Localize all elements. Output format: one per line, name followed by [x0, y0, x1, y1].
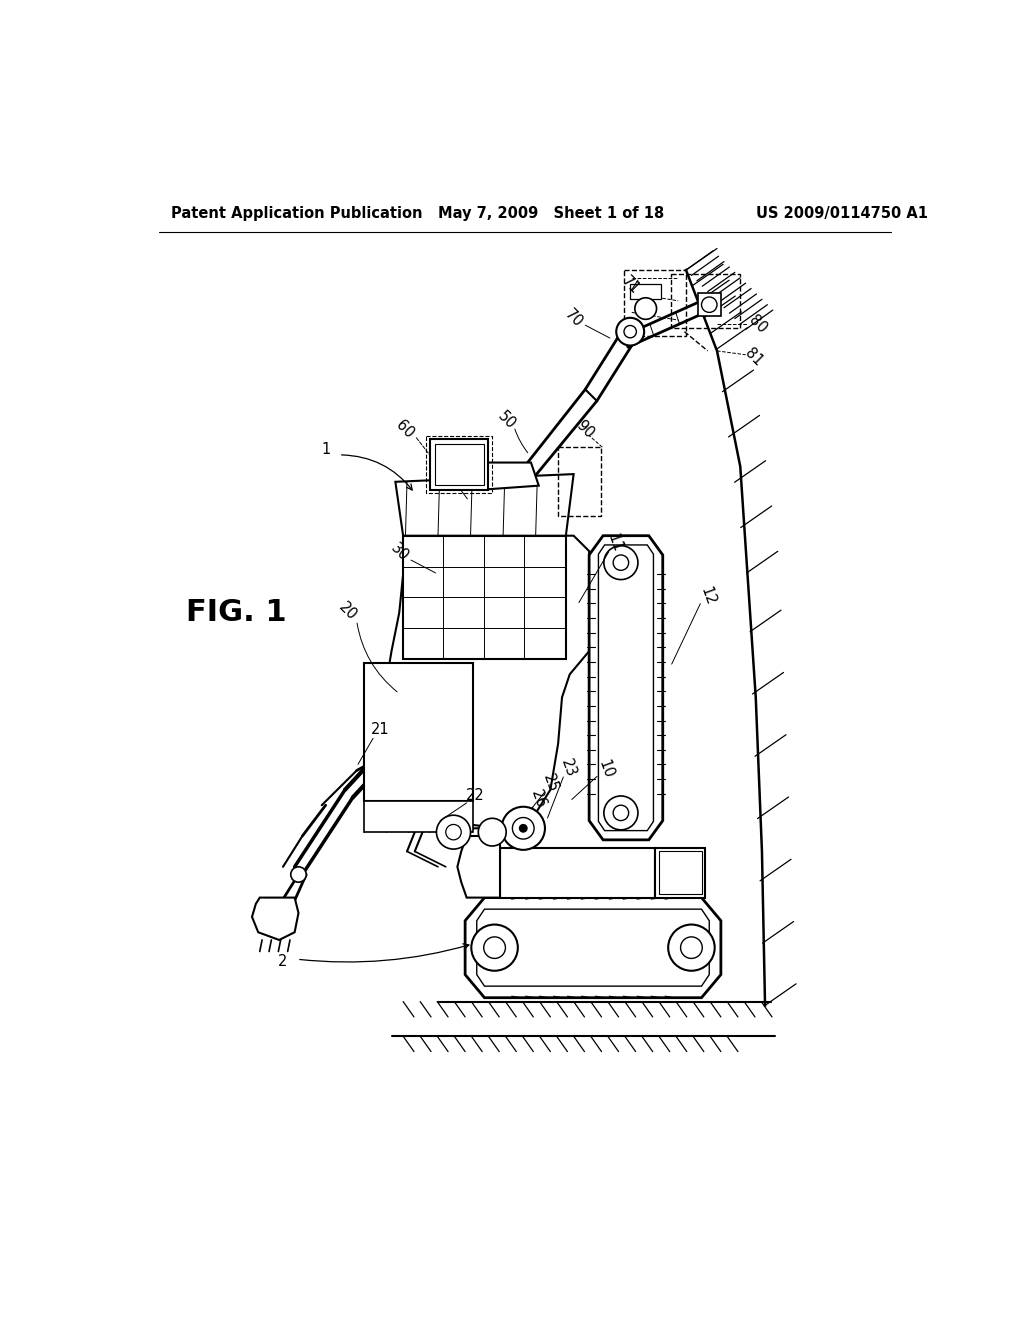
Bar — [624, 271, 686, 335]
Circle shape — [669, 924, 715, 970]
Bar — [365, 663, 473, 801]
Text: 71: 71 — [618, 273, 642, 297]
Circle shape — [519, 825, 527, 832]
Bar — [558, 447, 601, 516]
Text: 50: 50 — [495, 408, 518, 432]
Bar — [426, 436, 493, 494]
Bar — [500, 847, 655, 898]
Polygon shape — [384, 536, 589, 829]
Bar — [435, 444, 483, 484]
Circle shape — [613, 554, 629, 570]
Text: 11: 11 — [604, 532, 625, 554]
Polygon shape — [465, 898, 721, 998]
Bar — [430, 440, 488, 490]
Text: 20: 20 — [336, 599, 359, 623]
Text: US 2009/0114750 A1: US 2009/0114750 A1 — [756, 206, 928, 222]
Circle shape — [436, 816, 471, 849]
Text: FIG. 1: FIG. 1 — [186, 598, 287, 627]
Circle shape — [483, 937, 506, 958]
Circle shape — [604, 545, 638, 579]
Bar — [658, 851, 701, 894]
Polygon shape — [252, 898, 299, 940]
Text: 30: 30 — [387, 541, 411, 565]
Polygon shape — [458, 836, 500, 898]
Text: 23: 23 — [558, 756, 579, 780]
Bar — [655, 847, 706, 898]
Text: 22: 22 — [466, 788, 484, 804]
Text: 90: 90 — [573, 417, 597, 441]
Circle shape — [512, 817, 535, 840]
Text: 25: 25 — [540, 772, 560, 795]
Text: 70: 70 — [562, 306, 586, 330]
Circle shape — [445, 825, 461, 840]
Text: 80: 80 — [745, 312, 769, 335]
Circle shape — [502, 807, 545, 850]
Circle shape — [291, 867, 306, 882]
Polygon shape — [480, 462, 539, 490]
Text: 60: 60 — [393, 417, 417, 441]
Polygon shape — [589, 536, 663, 840]
Text: 12: 12 — [697, 585, 718, 607]
Text: 26: 26 — [528, 788, 549, 810]
Bar — [697, 293, 721, 317]
Circle shape — [471, 924, 518, 970]
Text: May 7, 2009   Sheet 1 of 18: May 7, 2009 Sheet 1 of 18 — [438, 206, 665, 222]
Text: 21: 21 — [371, 722, 389, 738]
Bar — [630, 284, 662, 300]
Text: 10: 10 — [596, 758, 616, 780]
Bar — [671, 275, 740, 327]
Bar — [365, 801, 473, 832]
Circle shape — [478, 818, 506, 846]
Bar — [403, 536, 566, 659]
Text: 1: 1 — [321, 442, 331, 457]
Circle shape — [624, 326, 636, 338]
Text: 81: 81 — [742, 346, 766, 368]
Text: Patent Application Publication: Patent Application Publication — [171, 206, 422, 222]
Circle shape — [616, 318, 644, 346]
Circle shape — [635, 298, 656, 319]
Circle shape — [613, 805, 629, 821]
Circle shape — [681, 937, 702, 958]
Text: 2: 2 — [279, 954, 288, 969]
Circle shape — [604, 796, 638, 830]
Text: 40: 40 — [430, 459, 454, 483]
Polygon shape — [395, 474, 573, 536]
Circle shape — [701, 297, 717, 313]
